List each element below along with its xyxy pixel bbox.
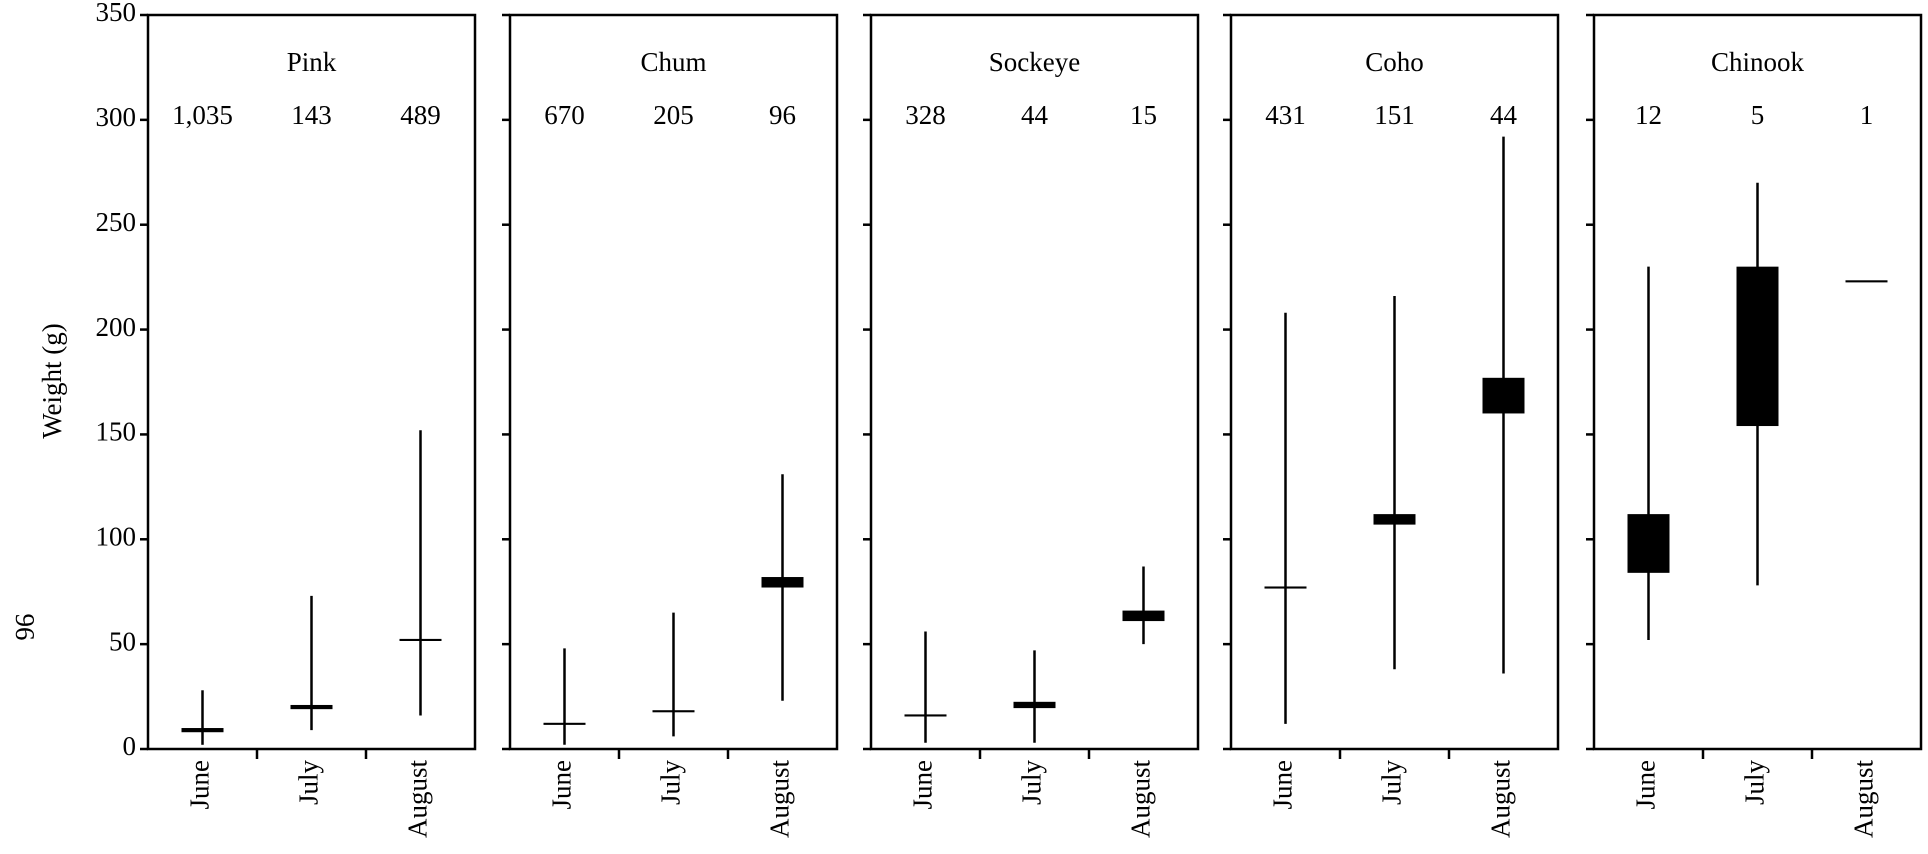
panel-title: Chum	[640, 47, 706, 77]
box	[290, 704, 333, 710]
box	[1264, 586, 1307, 589]
x-tick-label: June	[908, 760, 938, 810]
box	[1373, 514, 1416, 525]
x-tick-label: August	[1486, 760, 1516, 839]
box	[181, 728, 224, 733]
count-label: 44	[1490, 100, 1518, 130]
y-axis-label: Weight (g)	[37, 323, 67, 439]
x-tick-label: June	[1631, 760, 1661, 810]
box	[904, 714, 947, 717]
panel-frame	[869, 13, 1200, 751]
panel-frame	[508, 13, 839, 751]
panel-title: Chinook	[1711, 47, 1805, 77]
y-tick-label: 100	[96, 521, 137, 551]
box	[399, 638, 442, 641]
count-label: 44	[1021, 100, 1049, 130]
x-tick-label: July	[1017, 760, 1047, 806]
panel-title: Sockeye	[989, 47, 1080, 77]
count-label: 151	[1374, 100, 1415, 130]
y-tick-label: 350	[96, 0, 137, 27]
y-tick-label: 300	[96, 102, 137, 132]
count-label: 328	[905, 100, 946, 130]
count-label: 1,035	[172, 100, 233, 130]
x-tick-label: August	[765, 760, 795, 839]
count-label: 96	[769, 100, 796, 130]
panel-frame	[146, 13, 477, 751]
box	[1736, 266, 1779, 427]
x-tick-label: August	[1126, 760, 1156, 839]
box	[1013, 701, 1056, 709]
page-number: 96	[10, 614, 40, 641]
x-tick-label: June	[547, 760, 577, 810]
y-tick-label: 200	[96, 312, 137, 342]
count-label: 205	[653, 100, 694, 130]
box	[1845, 280, 1888, 283]
count-label: 12	[1635, 100, 1662, 130]
x-tick-label: August	[1849, 760, 1879, 839]
panel-frame	[1229, 13, 1560, 751]
y-tick-label: 50	[109, 626, 136, 656]
count-label: 143	[291, 100, 332, 130]
count-label: 15	[1130, 100, 1157, 130]
y-tick-label: 150	[96, 417, 137, 447]
y-tick-label: 0	[123, 731, 137, 761]
box	[652, 710, 695, 713]
panel-title: Coho	[1365, 47, 1424, 77]
x-tick-label: July	[294, 760, 324, 806]
count-label: 489	[400, 100, 441, 130]
box	[1482, 377, 1525, 414]
panel-title: Pink	[287, 47, 337, 77]
box	[761, 577, 804, 588]
x-tick-label: August	[403, 760, 433, 839]
x-tick-label: June	[1268, 760, 1298, 810]
x-tick-label: July	[1740, 760, 1770, 806]
box	[543, 722, 586, 725]
box	[1122, 610, 1165, 622]
count-label: 1	[1860, 100, 1874, 130]
box	[1627, 514, 1670, 573]
panel-frame	[1592, 13, 1923, 751]
count-label: 5	[1751, 100, 1765, 130]
count-label: 670	[544, 100, 585, 130]
x-tick-label: July	[656, 760, 686, 806]
y-tick-label: 250	[96, 207, 137, 237]
count-label: 431	[1265, 100, 1306, 130]
x-tick-label: July	[1377, 760, 1407, 806]
x-tick-label: June	[185, 760, 215, 810]
